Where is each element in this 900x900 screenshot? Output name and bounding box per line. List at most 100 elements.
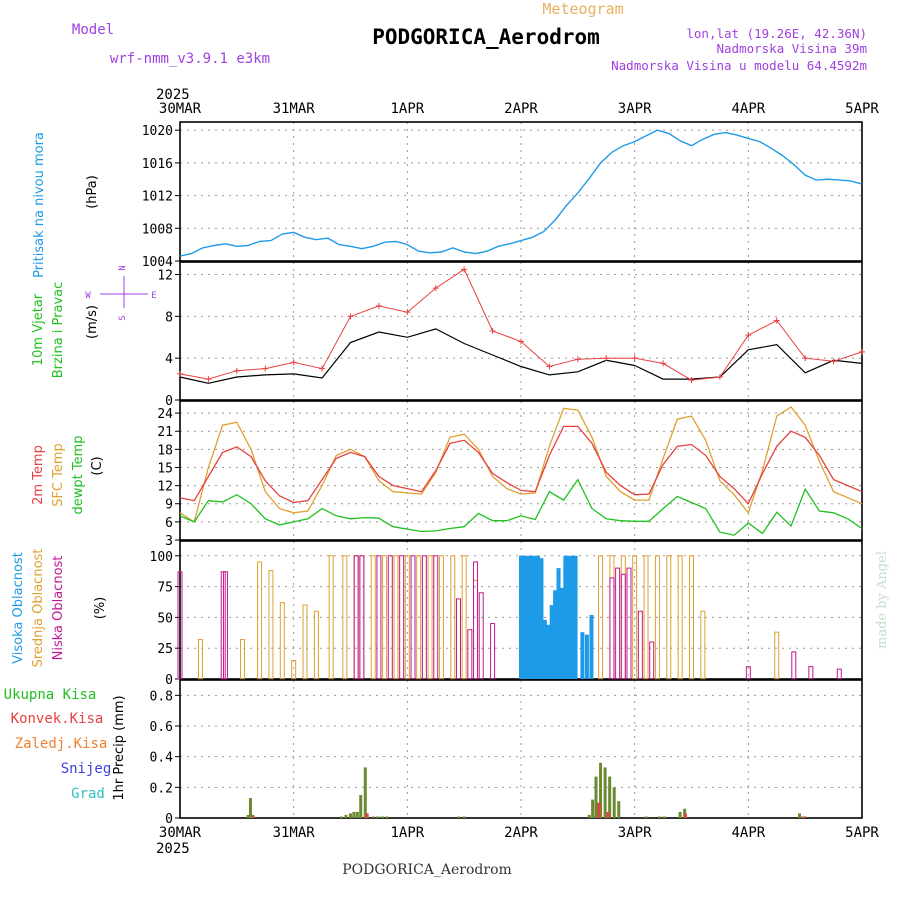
- cloud-ylabel-3: Niska Oblacnost: [51, 556, 66, 661]
- total-rain-bar: [344, 814, 348, 818]
- total-rain-bar: [456, 816, 460, 818]
- high-cloud-bar: [532, 555, 537, 679]
- pressure-panel: 1004 1008 1012 1016 1020: [142, 121, 863, 270]
- high-cloud-bar: [573, 555, 578, 679]
- total-rain-bar: [594, 776, 598, 818]
- convective-rain-bar: [365, 813, 369, 818]
- mid-cloud-bar: [302, 604, 308, 680]
- mid-cloud-bar: [666, 555, 672, 680]
- high-cloud-bar: [553, 590, 558, 679]
- y-tick-label: 1012: [142, 190, 173, 205]
- temp-ylabel-2: SFC Temp: [51, 443, 66, 507]
- wind-gust-marker: [404, 309, 411, 316]
- total-rain-bar: [678, 811, 682, 818]
- wind-gust-line: [179, 268, 863, 381]
- mid-cloud-bar: [643, 555, 649, 680]
- wind-ylabel-1: 10m Vjetar: [31, 293, 46, 366]
- wind-gust-marker: [546, 363, 553, 370]
- y-tick-label: 100: [150, 550, 173, 565]
- convective-rain-bar: [606, 811, 610, 818]
- sfc-temp-line: [179, 406, 863, 523]
- wind-gust-marker: [177, 370, 183, 377]
- total-rain-bar: [371, 816, 375, 818]
- temp-ylabel-1: 2m Temp: [31, 445, 46, 505]
- footer-title: PODGORICA_Aerodrom: [342, 862, 512, 878]
- mid-cloud-bar: [427, 555, 433, 680]
- panel-frame: [179, 261, 863, 401]
- time-tick-bottom: 2APR: [504, 825, 538, 841]
- low-cloud-bar: [399, 555, 405, 680]
- total-rain-bar: [644, 816, 648, 818]
- high-cloud-bar: [580, 632, 585, 679]
- time-tick-bottom: 1APR: [390, 825, 424, 841]
- meteogram-label: Meteogram: [542, 0, 623, 18]
- low-cloud-bar: [387, 555, 393, 680]
- low-cloud-bar: [626, 567, 632, 680]
- time-tick-bottom: 3APR: [618, 825, 652, 841]
- low-cloud-bar: [376, 555, 382, 680]
- time-tick-top: 31MAR: [273, 101, 316, 117]
- y-tick-label: 12: [157, 480, 173, 495]
- wind-gust-marker: [773, 317, 780, 324]
- y-tick-label: 21: [157, 425, 173, 440]
- time-tick-bottom: 4APR: [731, 825, 765, 841]
- model-elevation: Nadmorska Visina u modelu 64.4592m: [611, 58, 867, 73]
- low-cloud-bar: [791, 651, 797, 680]
- high-cloud-bar: [566, 555, 571, 679]
- total-rain-bar: [603, 767, 607, 818]
- y-tick-label: 12: [157, 269, 173, 284]
- high-cloud-bar: [584, 634, 589, 679]
- mid-cloud-bar: [313, 610, 319, 680]
- total-rain-bar: [352, 811, 356, 818]
- total-rain-bar: [376, 816, 380, 818]
- y-tick-label: 1020: [142, 124, 173, 139]
- wind-gust-marker: [375, 302, 382, 309]
- mid-cloud-bar: [461, 555, 467, 680]
- y-tick-label: 4: [165, 352, 173, 367]
- total-rain-bar: [355, 811, 359, 818]
- y-tick-label: 6: [165, 516, 173, 531]
- low-cloud-bar: [410, 555, 416, 680]
- panel-frame: [179, 400, 863, 541]
- low-cloud-bar: [433, 555, 439, 680]
- page-title: PODGORICA_Aerodrom: [372, 25, 600, 49]
- mid-cloud-bar: [393, 555, 399, 680]
- mid-cloud-bar: [416, 555, 422, 680]
- time-axis-top: 30MAR 31MAR 1APR 2APR 3APR 4APR 5APR 2025: [156, 87, 879, 117]
- low-cloud-bar: [745, 666, 751, 680]
- total-rain-bar: [385, 816, 389, 818]
- high-cloud-bar: [525, 555, 530, 679]
- time-tick-top: 3APR: [618, 101, 652, 117]
- cloud-ylabel-1: Visoka Oblacnost: [11, 552, 26, 664]
- high-cloud-bar: [536, 555, 541, 679]
- total-rain-bar: [797, 813, 801, 818]
- wind-gust-marker: [347, 313, 354, 320]
- total-rain-bar: [612, 787, 616, 818]
- y-tick-label: 18: [157, 443, 173, 458]
- high-cloud-bar: [589, 614, 594, 679]
- high-cloud-bar: [542, 619, 547, 679]
- legend-hail: Grad: [71, 786, 105, 802]
- total-rain-bar: [359, 795, 363, 818]
- wind-gust-marker: [461, 266, 468, 273]
- pressure-unit: (hPa): [85, 175, 100, 209]
- total-rain-bar: [339, 816, 343, 818]
- mid-cloud-bar: [700, 610, 706, 680]
- convective-rain-bar: [251, 816, 255, 818]
- y-tick-label: 0.2: [150, 781, 173, 796]
- y-tick-label: 9: [165, 498, 173, 513]
- y-tick-label: 50: [157, 611, 173, 626]
- wind-gust-marker: [518, 338, 524, 345]
- high-cloud-bar: [570, 555, 575, 679]
- total-rain-bar: [462, 816, 466, 818]
- wind-gust-marker: [319, 365, 326, 372]
- low-cloud-bar: [609, 577, 615, 680]
- wind-gust-marker: [262, 365, 269, 372]
- time-tick-bottom: 30MAR: [159, 825, 202, 841]
- y-tick-label: 0.4: [150, 751, 174, 766]
- wind-gust-marker: [745, 332, 752, 339]
- legend-convective-rain: Konvek.Kisa: [11, 711, 104, 727]
- year-top: 2025: [156, 87, 190, 103]
- dewpt-line: [179, 478, 863, 536]
- total-rain-bar: [248, 798, 252, 818]
